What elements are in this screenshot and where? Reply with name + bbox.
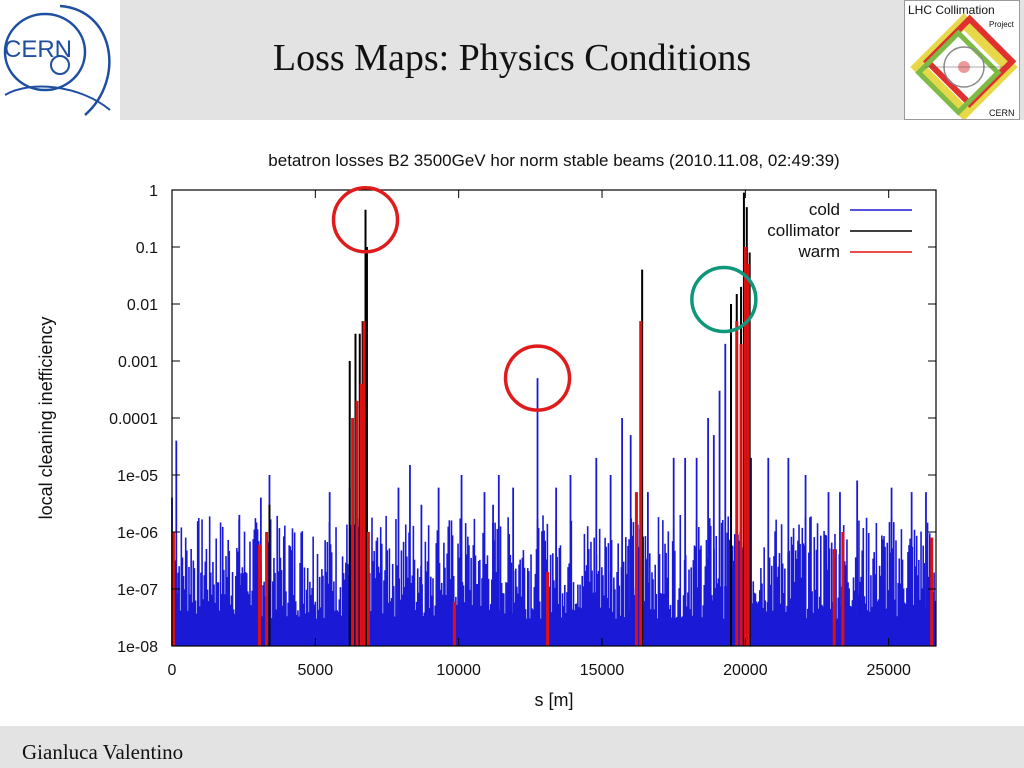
cern-logo: CERN: [0, 0, 120, 120]
x-axis-label: s [m]: [535, 690, 574, 710]
legend-label-warm: warm: [797, 242, 840, 261]
lhc-collimation-logo: LHC Collimation Project CERN: [904, 0, 1020, 121]
lhc-logo-line3: CERN: [989, 108, 1015, 118]
annotation-circle-3: [690, 265, 758, 334]
loss-bars: [171, 192, 936, 646]
y-tick-labels: 1 0.1 0.01 0.001 0.0001 1e-05 1e-06 1e-07 1e-08: [109, 183, 158, 656]
y-tick-label: 1e-05: [117, 468, 158, 485]
slide-header: CERN Loss Maps: Physics Conditions LHC C…: [0, 0, 1024, 121]
y-axis-label: local cleaning inefficiency: [36, 317, 56, 520]
chart-legend: cold collimator warm: [767, 200, 912, 261]
y-tick-label: 1e-06: [117, 525, 158, 542]
slide-footer: Gianluca Valentino: [0, 726, 1024, 768]
y-tick-label: 0.001: [118, 354, 158, 371]
slide-title: Loss Maps: Physics Conditions: [272, 37, 752, 79]
x-tick-label: 5000: [298, 662, 334, 679]
lhc-logo-line1: LHC Collimation: [908, 3, 995, 17]
x-tick-label: 20000: [723, 662, 768, 679]
y-tick-label: 0.0001: [109, 411, 158, 428]
y-tick-label: 1e-08: [117, 639, 158, 656]
plot-frame: [171, 189, 937, 647]
footer-author: Gianluca Valentino: [22, 740, 184, 764]
y-tick-label: 1e-07: [117, 582, 158, 599]
y-tick-label: 0.1: [136, 240, 158, 257]
chart-title: betatron losses B2 3500GeV hor norm stab…: [268, 151, 839, 170]
x-tick-label: 15000: [580, 662, 625, 679]
cern-logo-text: CERN: [4, 36, 72, 63]
loss-map-chart: betatron losses B2 3500GeV hor norm stab…: [36, 151, 937, 710]
x-tick-label: 25000: [866, 662, 911, 679]
x-tick-labels: 0 5000 10000 15000 20000 25000: [168, 662, 911, 679]
x-tick-label: 10000: [436, 662, 481, 679]
legend-label-cold: cold: [809, 200, 840, 219]
annotation-circle-2: [503, 344, 572, 412]
annotation-circle-1: [331, 186, 400, 254]
lhc-logo-line2: Project: [989, 20, 1015, 29]
y-tick-label: 1: [149, 183, 158, 200]
legend-label-collimator: collimator: [767, 221, 840, 240]
x-tick-label: 0: [168, 662, 177, 679]
annotation-circles: [331, 186, 758, 412]
y-tick-label: 0.01: [127, 297, 158, 314]
